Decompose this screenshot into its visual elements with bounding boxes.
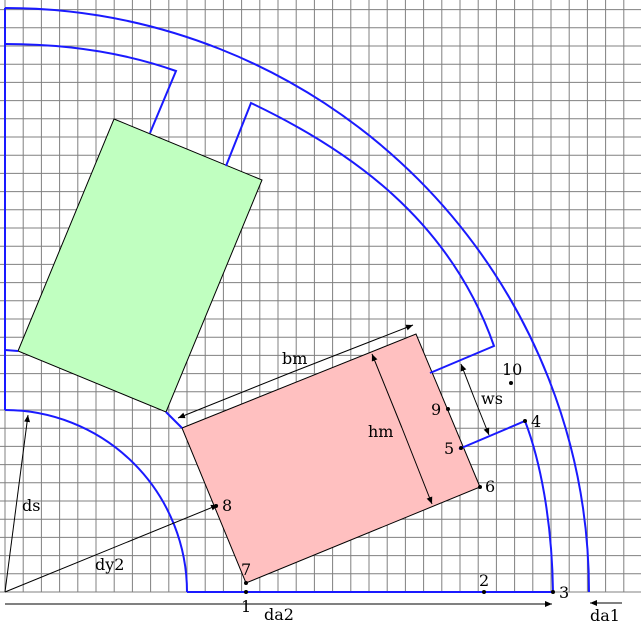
label-bm: bm: [282, 349, 307, 368]
bm-arrow-b: [289, 324, 414, 374]
green-magnet-tab: [4, 349, 19, 352]
label-ws: ws: [481, 389, 503, 408]
ws-arrow-b: [474, 399, 490, 436]
point-label-10: 10: [502, 360, 522, 379]
point-label-9: 9: [431, 400, 441, 419]
ws-arrow-a: [460, 363, 476, 401]
outer-arc: [4, 7, 590, 593]
boundary-curves: [4, 7, 590, 593]
green-magnet: [17, 118, 263, 413]
dimension-arrows: [4, 324, 622, 607]
point-dot-9: [446, 407, 450, 411]
pole-arc-upper: [4, 43, 178, 134]
point-label-6: 6: [485, 477, 495, 496]
point-label-2: 2: [479, 571, 489, 590]
point-label-5: 5: [444, 439, 454, 458]
label-da1: da1: [590, 606, 620, 625]
small-connector: [165, 411, 183, 429]
point-dot-3: [551, 590, 555, 594]
point-dot-1: [244, 590, 248, 594]
bm-arrow-a: [177, 372, 291, 419]
vertex-dots: [214, 381, 555, 594]
label-hm: hm: [368, 422, 393, 441]
point-dot-8: [214, 504, 218, 508]
point-dot-4: [523, 419, 527, 423]
pole-arc-middle: [225, 101, 496, 374]
point-dot-5: [459, 446, 463, 450]
point-label-7: 7: [241, 560, 251, 579]
point-dot-7: [244, 581, 248, 585]
point-label-8: 8: [222, 496, 232, 515]
point-dot-6: [478, 485, 482, 489]
point-label-3: 3: [559, 583, 569, 602]
ds-arrow: [4, 414, 31, 593]
dy2-arrow: [4, 504, 219, 593]
hm-arrow-b: [401, 427, 433, 505]
inner-arc: [4, 409, 188, 593]
label-ds: ds: [22, 496, 40, 515]
slot-line-lower: [458, 419, 554, 593]
point-label-1: 1: [241, 597, 251, 616]
hm-arrow-a: [371, 353, 403, 429]
point-dot-10: [509, 381, 513, 385]
point-label-4: 4: [531, 412, 541, 431]
label-dy2: dy2: [95, 555, 124, 574]
point-dot-2: [482, 590, 486, 594]
label-da2: da2: [264, 605, 294, 624]
